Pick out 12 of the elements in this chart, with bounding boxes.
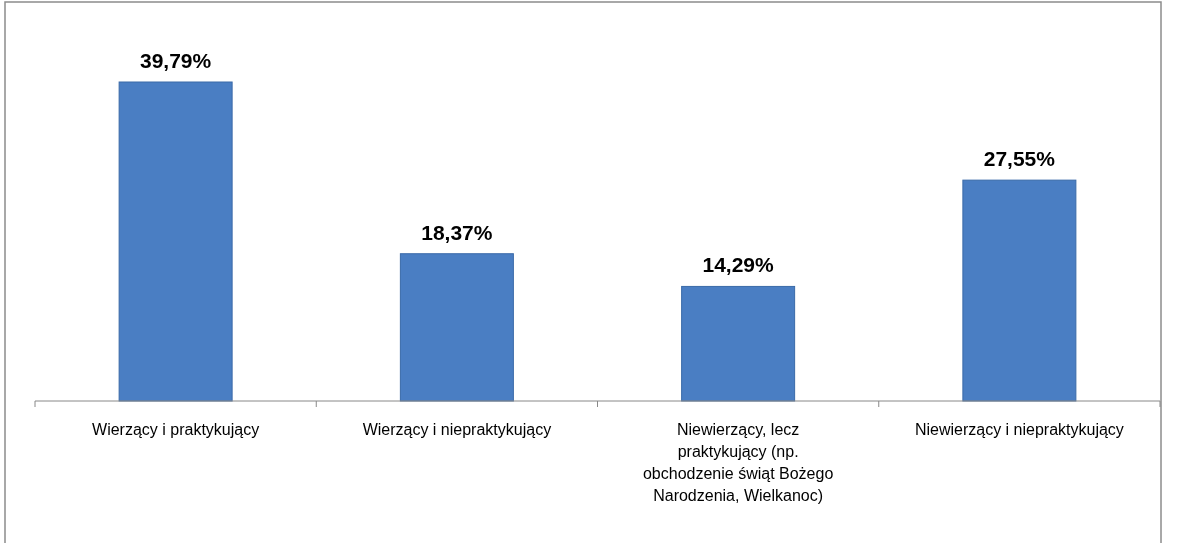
bar [681, 285, 796, 402]
bar [962, 179, 1077, 402]
x-tick-label: Wierzący i praktykujący [92, 421, 260, 438]
data-label: 18,37% [421, 220, 493, 244]
data-label: 14,29% [702, 253, 775, 277]
data-label: 27,55% [983, 147, 1056, 171]
x-tick-label: Niewierzący i niepraktykujący [914, 421, 1124, 438]
bar [399, 253, 514, 402]
x-tick-label: Niewierzący, lecz praktykujący (np. obchodzenie świąt Bożego Narodzenia, Wielkanoc) [642, 421, 834, 504]
data-label: 39,79% [140, 49, 212, 72]
x-tick-label: Wierzący i niepraktykujący [362, 421, 552, 438]
bar [118, 81, 233, 402]
